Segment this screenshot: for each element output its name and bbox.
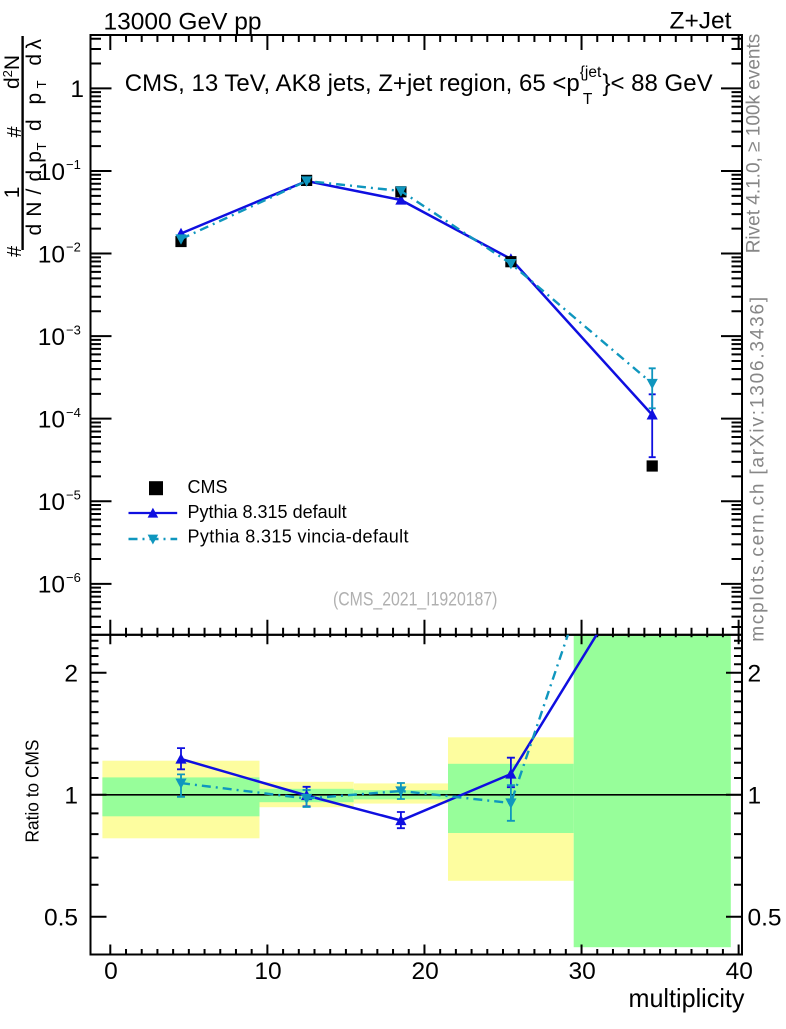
svg-text:1: 1 <box>748 783 762 810</box>
svg-text:multiplicity: multiplicity <box>629 983 745 1013</box>
svg-text:2: 2 <box>64 661 78 688</box>
svg-text:−6: −6 <box>66 570 81 585</box>
svg-text:Pythia 8.315 vincia-default: Pythia 8.315 vincia-default <box>188 527 409 547</box>
svg-text:−5: −5 <box>66 487 81 502</box>
svg-text:13000 GeV pp: 13000 GeV pp <box>104 8 262 35</box>
svg-text:2: 2 <box>748 661 762 688</box>
svg-text:10: 10 <box>254 958 281 985</box>
svg-text:1: 1 <box>70 76 84 103</box>
svg-text:10: 10 <box>38 407 65 434</box>
svg-text:#: # <box>4 126 26 138</box>
svg-text:(CMS_2021_I1920187): (CMS_2021_I1920187) <box>333 589 497 610</box>
svg-text:0: 0 <box>104 958 118 985</box>
svg-text:−4: −4 <box>66 405 81 420</box>
svg-text:d N / d pT: d N / d pT <box>23 142 49 235</box>
svg-text:#: # <box>4 245 26 257</box>
svg-text:10: 10 <box>38 572 65 599</box>
svg-text:30: 30 <box>568 958 595 985</box>
svg-text:10: 10 <box>38 324 65 351</box>
svg-text:10: 10 <box>38 241 65 268</box>
svg-text:40: 40 <box>726 958 753 985</box>
svg-text:Pythia 8.315 default: Pythia 8.315 default <box>188 502 347 522</box>
svg-text:−2: −2 <box>66 240 81 255</box>
svg-text:10: 10 <box>38 159 65 186</box>
svg-text:0.5: 0.5 <box>44 905 78 932</box>
svg-text:Rivet 4.1.0, ≥ 100k events: Rivet 4.1.0, ≥ 100k events <box>744 34 765 254</box>
svg-text:1: 1 <box>64 783 78 810</box>
svg-text:20: 20 <box>411 958 438 985</box>
svg-text:CMS: CMS <box>188 477 228 497</box>
svg-text:−1: −1 <box>66 157 81 172</box>
svg-text:1: 1 <box>1 187 24 199</box>
svg-text:−3: −3 <box>66 322 81 337</box>
svg-text:Z+Jet: Z+Jet <box>670 8 732 35</box>
svg-text:d2N: d2N <box>0 55 24 89</box>
svg-text:Ratio to CMS: Ratio to CMS <box>22 740 42 843</box>
svg-text:0.5: 0.5 <box>748 905 782 932</box>
svg-text:10: 10 <box>38 489 65 516</box>
